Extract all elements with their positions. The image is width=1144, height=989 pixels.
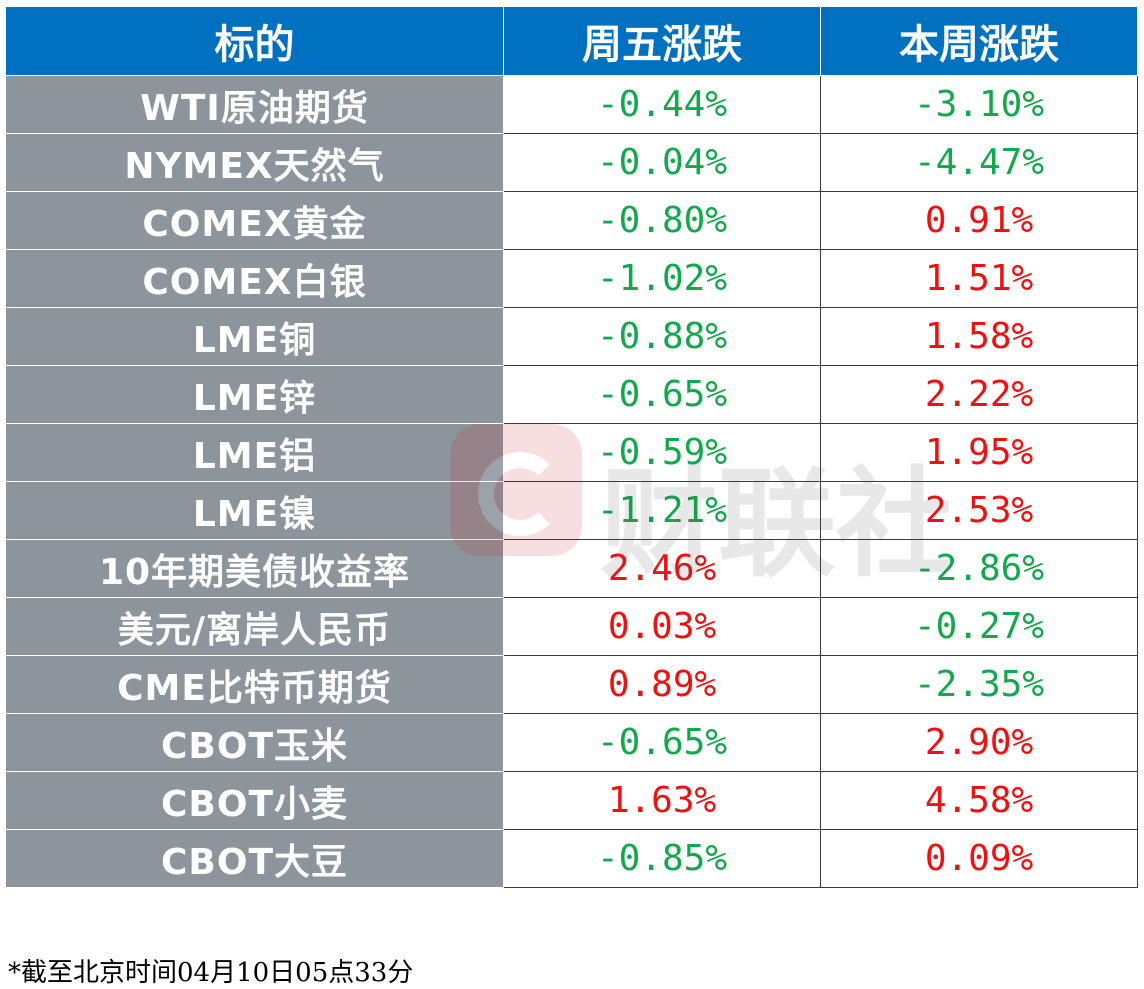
table-row: CBOT小麦 1.63% 4.58% [5, 771, 1138, 830]
instrument-name: COMEX白银 [5, 249, 504, 308]
instrument-name: LME铜 [5, 307, 504, 366]
table-row: LME镍 -1.21% 2.53% [5, 481, 1138, 540]
instrument-name: CBOT大豆 [5, 829, 504, 888]
table-row: COMEX白银 -1.02% 1.51% [5, 249, 1138, 308]
friday-change-value: -0.65% [503, 365, 821, 424]
instrument-name: 美元/离岸人民币 [5, 597, 504, 656]
instrument-name: LME镍 [5, 481, 504, 540]
weekly-change-value: -4.47% [820, 133, 1138, 192]
instrument-name: LME铝 [5, 423, 504, 482]
weekly-change-value: -3.10% [820, 75, 1138, 134]
market-table-container: 标的 周五涨跌 本周涨跌 WTI原油期货 -0.44% -3.10% NYMEX天然气… [5, 6, 1138, 888]
table-row: CBOT玉米 -0.65% 2.90% [5, 713, 1138, 772]
table-row: LME铝 -0.59% 1.95% [5, 423, 1138, 482]
weekly-change-value: 2.90% [820, 713, 1138, 772]
weekly-change-value: 2.53% [820, 481, 1138, 540]
friday-change-value: -0.44% [503, 75, 821, 134]
weekly-change-value: -0.27% [820, 597, 1138, 656]
footnote-timestamp: *截至北京时间04月10日05点33分 [8, 958, 414, 988]
weekly-change-value: 0.91% [820, 191, 1138, 250]
weekly-change-value: 2.22% [820, 365, 1138, 424]
weekly-change-value: -2.35% [820, 655, 1138, 714]
weekly-change-value: 4.58% [820, 771, 1138, 830]
instrument-name: CBOT小麦 [5, 771, 504, 830]
friday-change-value: -0.04% [503, 133, 821, 192]
instrument-name: COMEX黄金 [5, 191, 504, 250]
market-change-table: 标的 周五涨跌 本周涨跌 WTI原油期货 -0.44% -3.10% NYMEX天然气… [5, 6, 1138, 888]
friday-change-value: 2.46% [503, 539, 821, 598]
table-row: COMEX黄金 -0.80% 0.91% [5, 191, 1138, 250]
table-header-row: 标的 周五涨跌 本周涨跌 [5, 6, 1138, 76]
friday-change-value: -0.85% [503, 829, 821, 888]
instrument-name: CBOT玉米 [5, 713, 504, 772]
table-row: CBOT大豆 -0.85% 0.09% [5, 829, 1138, 888]
instrument-name: 10年期美债收益率 [5, 539, 504, 598]
friday-change-value: 0.03% [503, 597, 821, 656]
instrument-name: NYMEX天然气 [5, 133, 504, 192]
friday-change-value: -0.80% [503, 191, 821, 250]
weekly-change-value: 1.58% [820, 307, 1138, 366]
weekly-change-value: 1.51% [820, 249, 1138, 308]
table-row: LME铜 -0.88% 1.58% [5, 307, 1138, 366]
instrument-name: LME锌 [5, 365, 504, 424]
header-friday-change: 周五涨跌 [503, 6, 821, 76]
instrument-name: CME比特币期货 [5, 655, 504, 714]
friday-change-value: -1.21% [503, 481, 821, 540]
weekly-change-value: -2.86% [820, 539, 1138, 598]
friday-change-value: -0.88% [503, 307, 821, 366]
friday-change-value: -1.02% [503, 249, 821, 308]
friday-change-value: -0.59% [503, 423, 821, 482]
table-row: LME锌 -0.65% 2.22% [5, 365, 1138, 424]
table-row: NYMEX天然气 -0.04% -4.47% [5, 133, 1138, 192]
weekly-change-value: 0.09% [820, 829, 1138, 888]
friday-change-value: -0.65% [503, 713, 821, 772]
table-row: 10年期美债收益率 2.46% -2.86% [5, 539, 1138, 598]
table-row: WTI原油期货 -0.44% -3.10% [5, 75, 1138, 134]
table-row: CME比特币期货 0.89% -2.35% [5, 655, 1138, 714]
friday-change-value: 0.89% [503, 655, 821, 714]
friday-change-value: 1.63% [503, 771, 821, 830]
header-instrument: 标的 [5, 6, 504, 76]
table-row: 美元/离岸人民币 0.03% -0.27% [5, 597, 1138, 656]
weekly-change-value: 1.95% [820, 423, 1138, 482]
instrument-name: WTI原油期货 [5, 75, 504, 134]
header-weekly-change: 本周涨跌 [820, 6, 1138, 76]
